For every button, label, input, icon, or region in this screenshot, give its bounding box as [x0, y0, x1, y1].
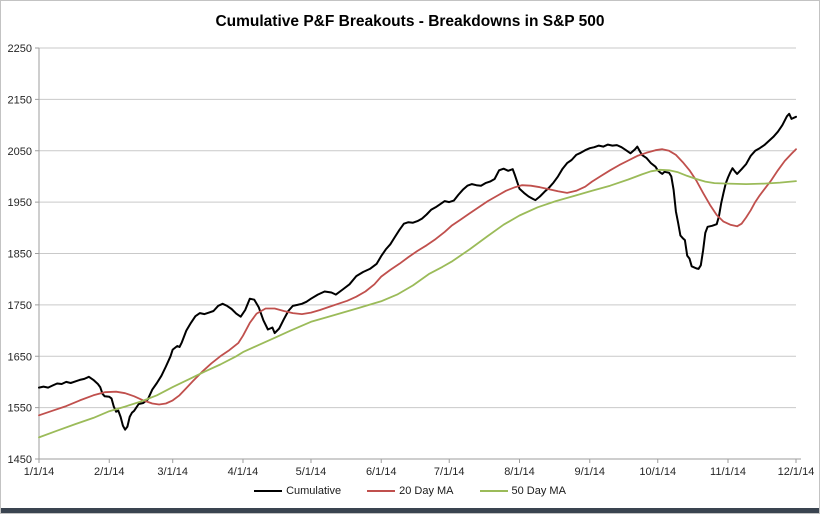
x-axis-label: 7/1/14 [434, 466, 465, 478]
y-axis-label: 1750 [8, 300, 32, 312]
legend-line-swatch [479, 490, 508, 492]
legend-item-50-day-ma: 50 Day MA [479, 485, 566, 497]
y-axis-label: 1550 [8, 403, 32, 415]
x-axis-label: 6/1/14 [366, 466, 397, 478]
x-axis-label: 5/1/14 [296, 466, 327, 478]
legend-item-cumulative: Cumulative [254, 485, 341, 497]
y-axis-label: 1850 [8, 249, 32, 261]
chart-title: Cumulative P&F Breakouts - Breakdowns in… [215, 13, 605, 30]
y-axis-label: 2050 [8, 146, 32, 158]
legend-item-20-day-ma: 20 Day MA [367, 485, 454, 497]
x-axis-label: 3/1/14 [157, 466, 188, 478]
bottom-bar [1, 508, 819, 513]
legend-label: 20 Day MA [399, 485, 454, 497]
x-axis-label: 11/1/14 [710, 466, 746, 478]
legend: Cumulative 20 Day MA 50 Day MA [1, 485, 819, 497]
series-line-20-day-ma [38, 148, 797, 417]
legend-label: Cumulative [286, 485, 342, 497]
legend-line-swatch [367, 490, 396, 492]
x-axis-label: 12/1/14 [778, 466, 815, 478]
x-axis-label: 4/1/14 [228, 466, 259, 478]
x-axis-label: 10/1/14 [639, 466, 676, 478]
x-axis-label: 9/1/14 [574, 466, 605, 478]
y-axis-label: 2150 [8, 94, 32, 106]
y-axis-label: 1450 [8, 454, 32, 466]
series-line-50-day-ma [38, 168, 797, 439]
x-axis-label: 2/1/14 [94, 466, 125, 478]
series-line-cumulative [38, 112, 797, 431]
y-axis-label: 1650 [8, 351, 32, 363]
y-axis-label: 2250 [8, 43, 32, 55]
x-axis-label: 8/1/14 [504, 466, 535, 478]
x-axis-label: 1/1/14 [24, 466, 55, 478]
legend-label: 50 Day MA [511, 485, 566, 497]
legend-line-swatch [254, 490, 283, 492]
y-axis-label: 1950 [8, 197, 32, 209]
